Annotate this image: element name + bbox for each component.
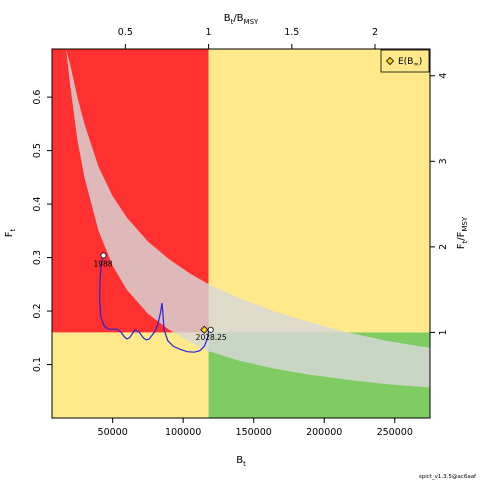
x-tick-label: 250000 xyxy=(377,427,413,438)
x-tick-label: 150000 xyxy=(236,427,272,438)
top-axis: 0.5 1 1.5 2 xyxy=(118,27,378,49)
right-tick-label: 2 xyxy=(438,244,449,250)
right-axis: 1 2 3 4 xyxy=(430,73,449,335)
end-year-label: 2028.25 xyxy=(196,333,227,342)
right-tick-label: 3 xyxy=(438,158,449,164)
x-tick-label: 200000 xyxy=(306,427,342,438)
y-tick-label: 0.2 xyxy=(32,303,43,318)
legend-diamond-icon xyxy=(385,56,395,66)
start-point-marker xyxy=(100,252,107,259)
x-tick-label: 100000 xyxy=(165,427,201,438)
y-tick-label: 0.4 xyxy=(32,197,43,212)
y-tick-label: 0.6 xyxy=(32,90,43,105)
x-axis-title: Bt xyxy=(236,455,246,468)
fmsy-confidence-band xyxy=(66,49,430,388)
stock-trajectory-line xyxy=(99,256,210,353)
right-axis-title: Ft/FMSY xyxy=(456,216,469,249)
top-tick-label: 2 xyxy=(372,27,378,38)
y-tick-label: 0.5 xyxy=(32,143,43,158)
top-tick-label: 0.5 xyxy=(118,27,133,38)
right-tick-label: 1 xyxy=(438,329,449,335)
zones xyxy=(52,49,430,418)
top-tick-label: 1.5 xyxy=(284,27,299,38)
expected-equilibrium-marker xyxy=(200,325,209,334)
y-tick-label: 0.3 xyxy=(32,250,43,265)
top-tick-label: 1 xyxy=(206,27,212,38)
y-axis: 0.1 0.2 0.3 0.4 0.5 0.6 xyxy=(32,90,52,372)
top-axis-title: Bt/BMSY xyxy=(224,13,259,26)
plot-frame xyxy=(51,48,431,419)
legend: E(B∞) xyxy=(380,49,430,73)
footer-version: spict_v1.3.5@ac6aaf xyxy=(419,474,477,480)
start-year-label: 1988 xyxy=(93,259,112,268)
markers: 1988 2028.25 xyxy=(93,252,227,342)
end-point-marker xyxy=(207,326,214,333)
right-tick-label: 4 xyxy=(438,73,449,79)
y-axis-title: Ft xyxy=(4,228,17,237)
zone-overfishing xyxy=(208,49,430,333)
legend-label: E(B∞) xyxy=(398,57,422,68)
x-tick-label: 50000 xyxy=(98,427,128,438)
legend-box xyxy=(380,49,430,73)
y-tick-label: 0.1 xyxy=(32,357,43,372)
x-axis: 50000 100000 150000 200000 250000 xyxy=(98,418,413,438)
zone-overfished xyxy=(52,332,209,418)
